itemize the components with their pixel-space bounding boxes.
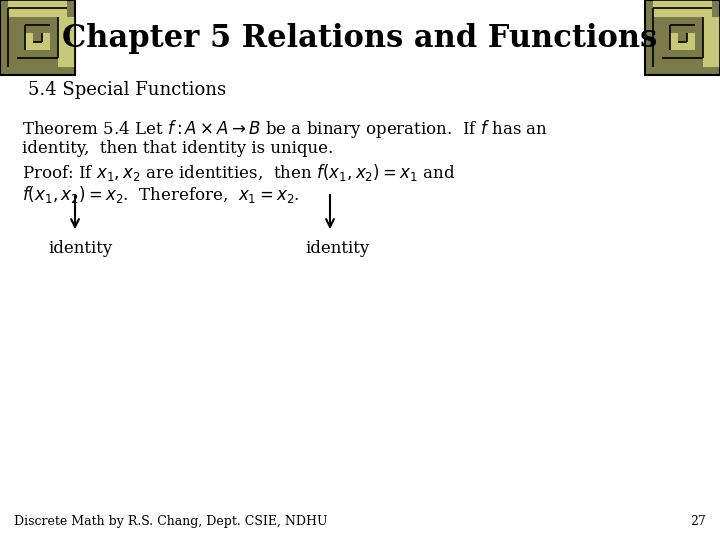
Bar	[670, 33, 687, 50]
Text: 5.4 Special Functions: 5.4 Special Functions	[28, 81, 226, 99]
Text: Theorem 5.4 Let $f: A \times A \rightarrow B$ be a binary operation.  If $f$ has: Theorem 5.4 Let $f: A \times A \rightarr…	[22, 118, 548, 140]
Bar	[687, 33, 703, 58]
Text: identity: identity	[305, 240, 369, 257]
Bar	[58, 17, 75, 66]
Bar	[662, 17, 703, 33]
Text: Chapter 5 Relations and Functions: Chapter 5 Relations and Functions	[63, 23, 657, 53]
Bar	[9, 0, 67, 17]
Text: Discrete Math by R.S. Chang, Dept. CSIE, NDHU: Discrete Math by R.S. Chang, Dept. CSIE,…	[14, 515, 328, 528]
Bar	[645, 0, 720, 75]
Bar	[17, 17, 58, 33]
Bar	[25, 33, 50, 50]
Bar	[678, 33, 687, 42]
Bar	[0, 0, 75, 75]
Text: Proof: If $x_1, x_2$ are identities,  then $f(x_1, x_2) = x_1$ and: Proof: If $x_1, x_2$ are identities, the…	[22, 162, 456, 183]
Text: $f(x_1, x_2) = x_2$.  Therefore,  $x_1 = x_2$.: $f(x_1, x_2) = x_2$. Therefore, $x_1 = x…	[22, 184, 300, 205]
Bar	[653, 0, 711, 17]
Bar	[25, 33, 42, 50]
Text: identity: identity	[48, 240, 112, 257]
Text: identity,  then that identity is unique.: identity, then that identity is unique.	[22, 140, 333, 157]
Text: 27: 27	[690, 515, 706, 528]
Bar	[703, 17, 720, 66]
Bar	[33, 33, 42, 42]
Bar	[670, 33, 695, 50]
Bar	[42, 33, 58, 58]
